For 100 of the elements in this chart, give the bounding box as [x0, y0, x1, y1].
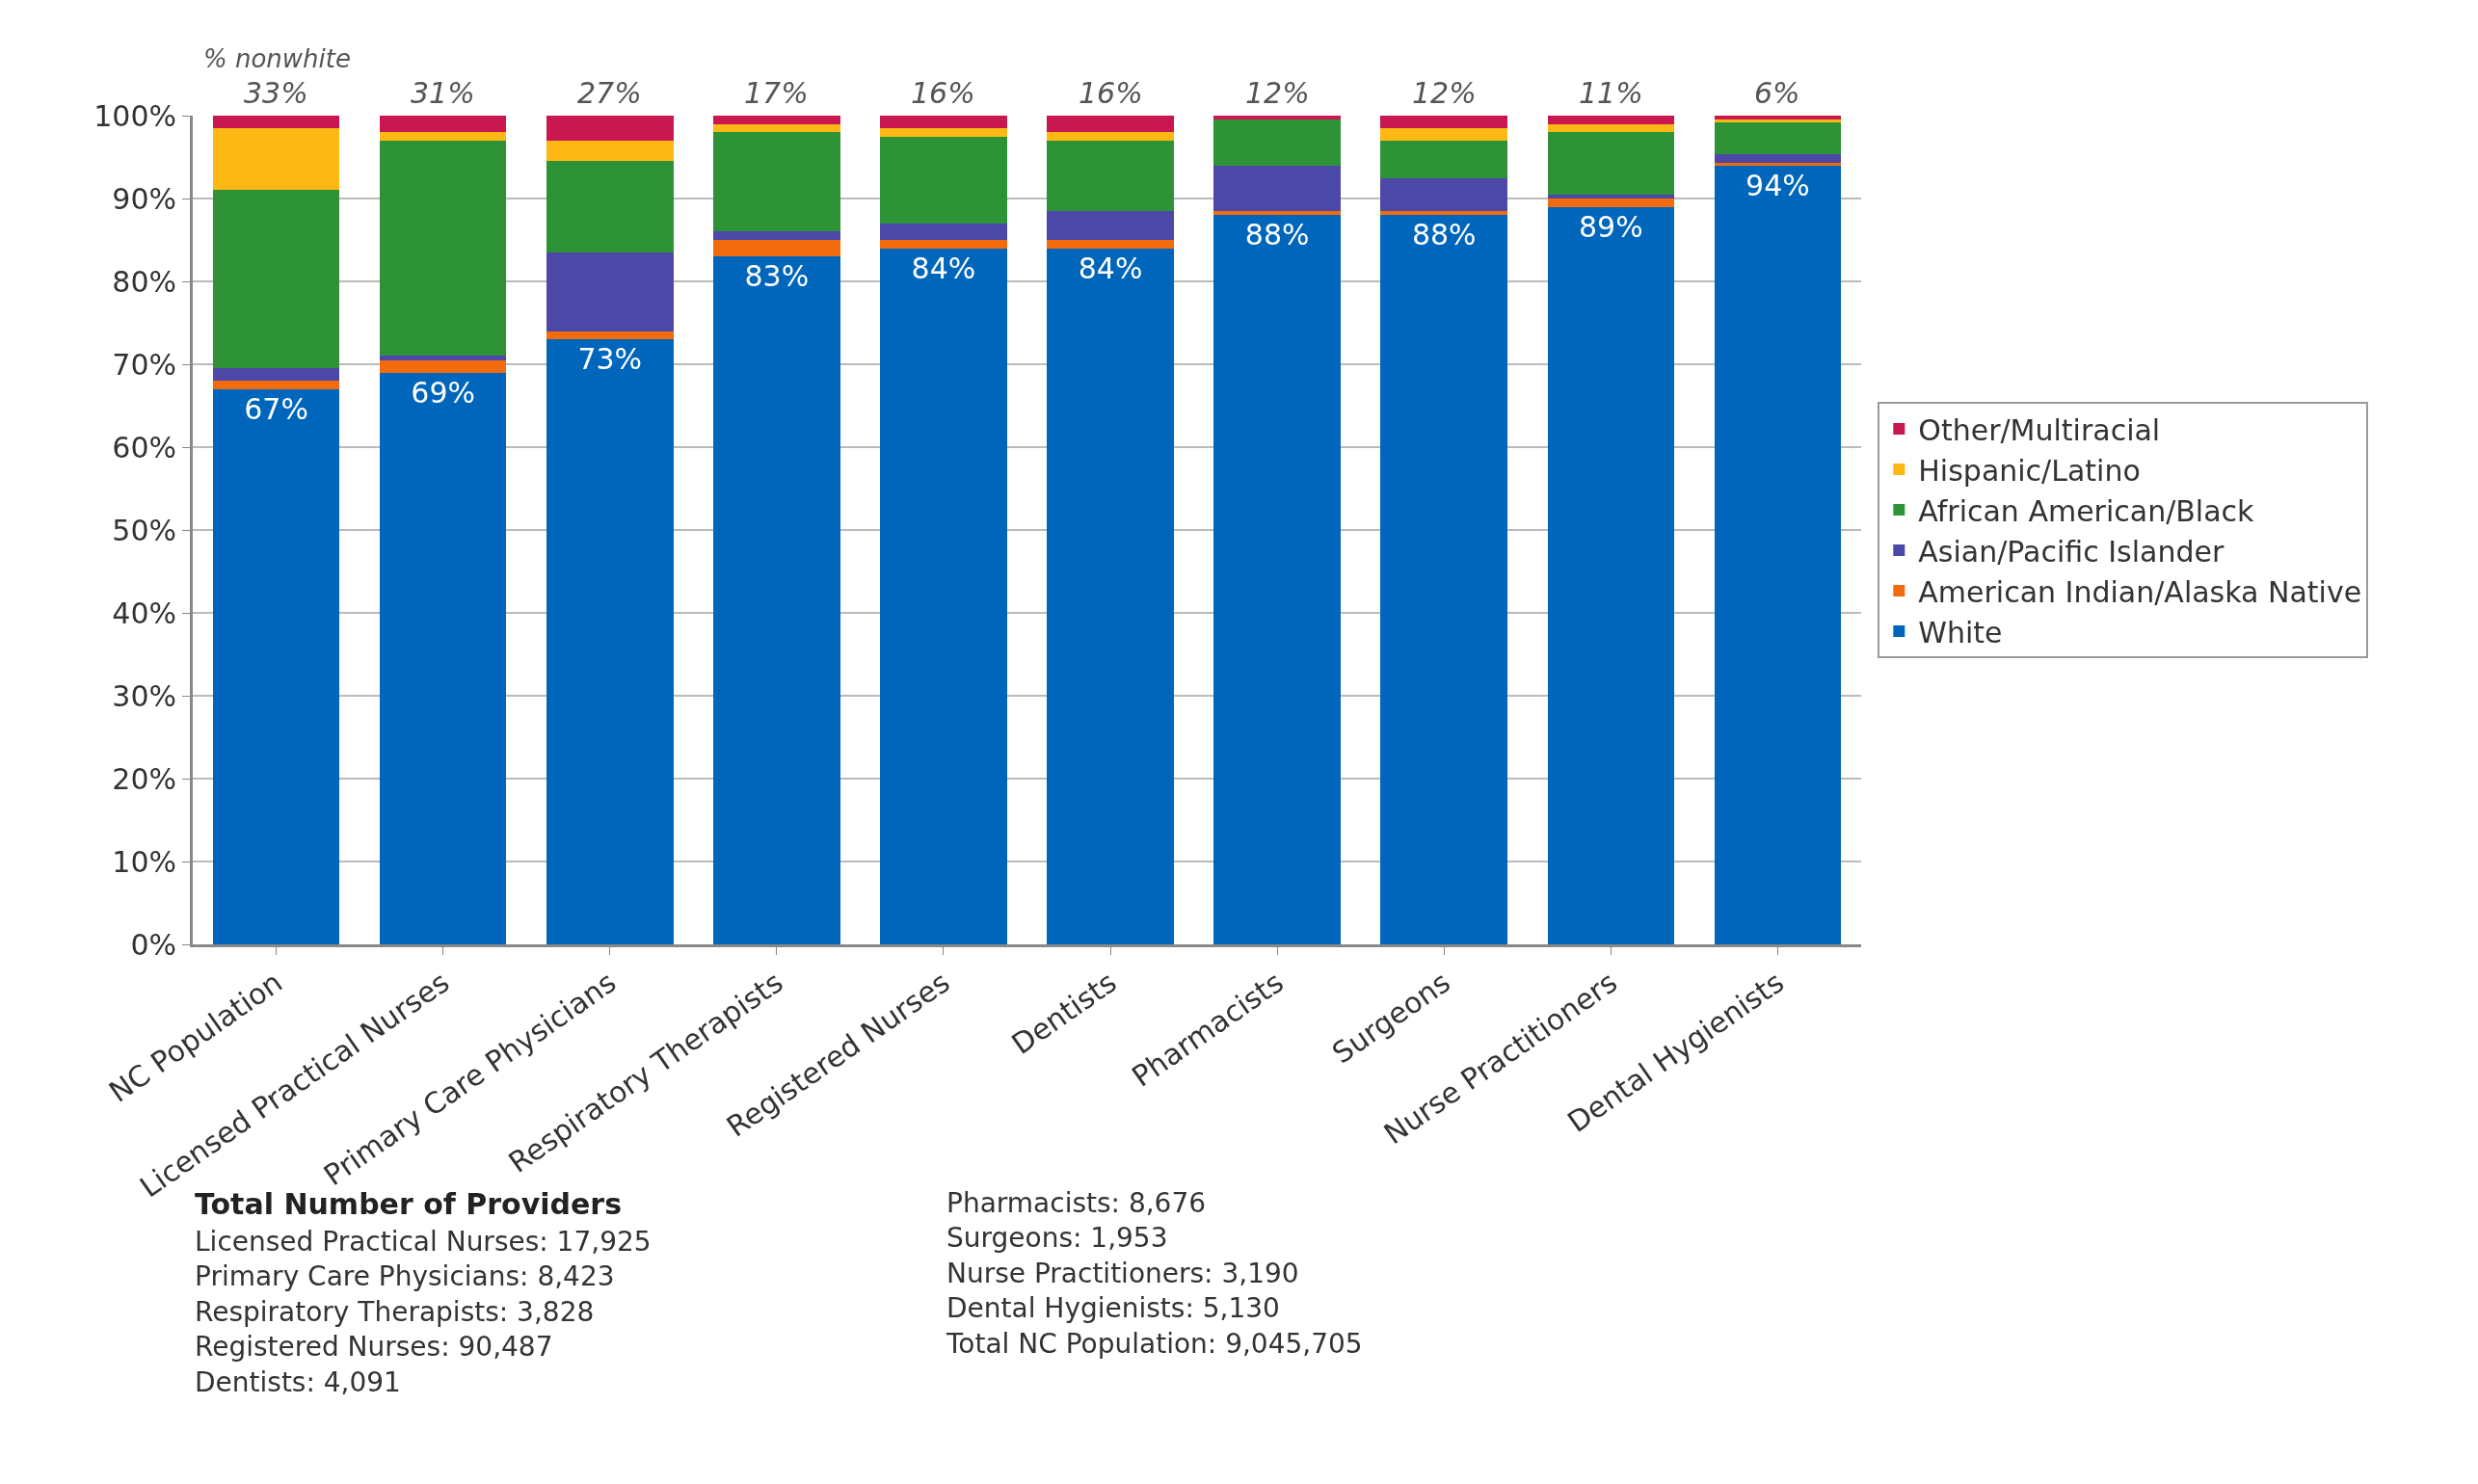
bar [546, 252, 674, 331]
data-label: 84% [911, 251, 976, 285]
y-tick-label: 40% [112, 596, 176, 630]
bar [1047, 248, 1174, 944]
data-label: 88% [1411, 218, 1477, 252]
bar [1547, 132, 1675, 195]
y-tick-label: 70% [112, 347, 176, 382]
bar [1213, 165, 1341, 211]
bar [1213, 119, 1341, 166]
y-tick-label: 100% [93, 98, 176, 133]
bar [1047, 210, 1174, 240]
bar [713, 231, 840, 240]
bar [546, 116, 674, 141]
bar [379, 116, 507, 133]
annotation: 12% [1412, 76, 1477, 110]
annotation: 12% [1245, 76, 1310, 110]
data-label: 84% [1078, 251, 1143, 285]
data-label: 69% [411, 375, 475, 410]
bar [1714, 119, 1842, 122]
bar [379, 140, 507, 357]
bar [880, 248, 1007, 944]
bar [379, 359, 507, 373]
bar [1047, 240, 1174, 249]
bar [1714, 154, 1842, 164]
text: Primary Care Physicians: 8,423 [195, 1260, 615, 1293]
bar [1213, 215, 1341, 944]
legend-label: African American/Black [1918, 493, 2255, 528]
bar [1714, 165, 1842, 944]
bar [379, 372, 507, 944]
text: Respiratory Therapists: 3,828 [195, 1295, 595, 1328]
annotation: 6% [1754, 76, 1800, 110]
text: Licensed Practical Nurses: 17,925 [195, 1226, 652, 1258]
bar [713, 240, 840, 257]
bar [713, 123, 840, 133]
bar [1547, 194, 1675, 199]
text: % nonwhite [203, 44, 351, 73]
y-tick-label: 10% [112, 844, 176, 879]
bar [1547, 199, 1675, 207]
text: Pharmacists: 8,676 [946, 1187, 1207, 1219]
data-label: 88% [1244, 218, 1310, 252]
bar [713, 116, 840, 124]
bar [1380, 140, 1508, 178]
data-label: 89% [1579, 209, 1643, 244]
bar [212, 388, 340, 944]
bar [1547, 123, 1675, 133]
annotation: 17% [744, 76, 809, 110]
bar [212, 368, 340, 382]
text: Surgeons: 1,953 [946, 1222, 1168, 1255]
annotation: 27% [577, 76, 642, 110]
bar [546, 339, 674, 944]
bar [880, 240, 1007, 249]
bar [1714, 163, 1842, 166]
bar [713, 256, 840, 944]
bar [379, 132, 507, 141]
annotation: 31% [411, 76, 475, 110]
text: Dentists: 4,091 [195, 1365, 401, 1398]
y-tick-label: 60% [112, 430, 176, 464]
legend-label: Other/Multiracial [1918, 412, 2161, 447]
bar [1380, 210, 1508, 216]
bar [1714, 116, 1842, 120]
y-tick-label: 80% [112, 264, 176, 299]
bar [1213, 116, 1341, 120]
bar [1213, 210, 1341, 216]
bar [1047, 132, 1174, 141]
y-tick-label: 20% [112, 761, 176, 796]
y-tick-label: 0% [130, 927, 176, 962]
legend-label: American Indian/Alaska Native [1918, 574, 2362, 609]
bar [212, 127, 340, 191]
legend-label: Hispanic/Latino [1918, 453, 2141, 488]
data-label: 67% [244, 391, 308, 426]
y-tick-label: 90% [112, 181, 176, 216]
annotation: 16% [1079, 76, 1143, 110]
bar [546, 331, 674, 340]
legend-label: White [1918, 615, 2003, 649]
data-label: 73% [577, 342, 643, 377]
bar [880, 136, 1007, 224]
bar [1380, 177, 1508, 211]
bar [1380, 215, 1508, 944]
bar [880, 127, 1007, 137]
annotation: 33% [244, 76, 308, 110]
bar [1380, 116, 1508, 128]
bar [713, 132, 840, 232]
bar [1047, 116, 1174, 133]
text: Nurse Practitioners: 3,190 [946, 1257, 1299, 1289]
legend-label: Asian/Pacific Islander [1918, 534, 2225, 569]
text: Total NC Population: 9,045,705 [946, 1327, 1363, 1360]
bar [1547, 116, 1675, 124]
y-tick-label: 30% [112, 678, 176, 713]
annotation: 11% [1579, 76, 1643, 110]
y-tick-label: 50% [112, 513, 176, 547]
bar [546, 161, 674, 252]
bar [1547, 206, 1675, 944]
bar [1047, 140, 1174, 211]
annotation: 16% [911, 76, 975, 110]
bar [212, 116, 340, 128]
data-label: 94% [1745, 168, 1810, 202]
bar [880, 223, 1007, 240]
bar [1380, 127, 1508, 141]
bar [379, 356, 507, 360]
bar [212, 381, 340, 389]
